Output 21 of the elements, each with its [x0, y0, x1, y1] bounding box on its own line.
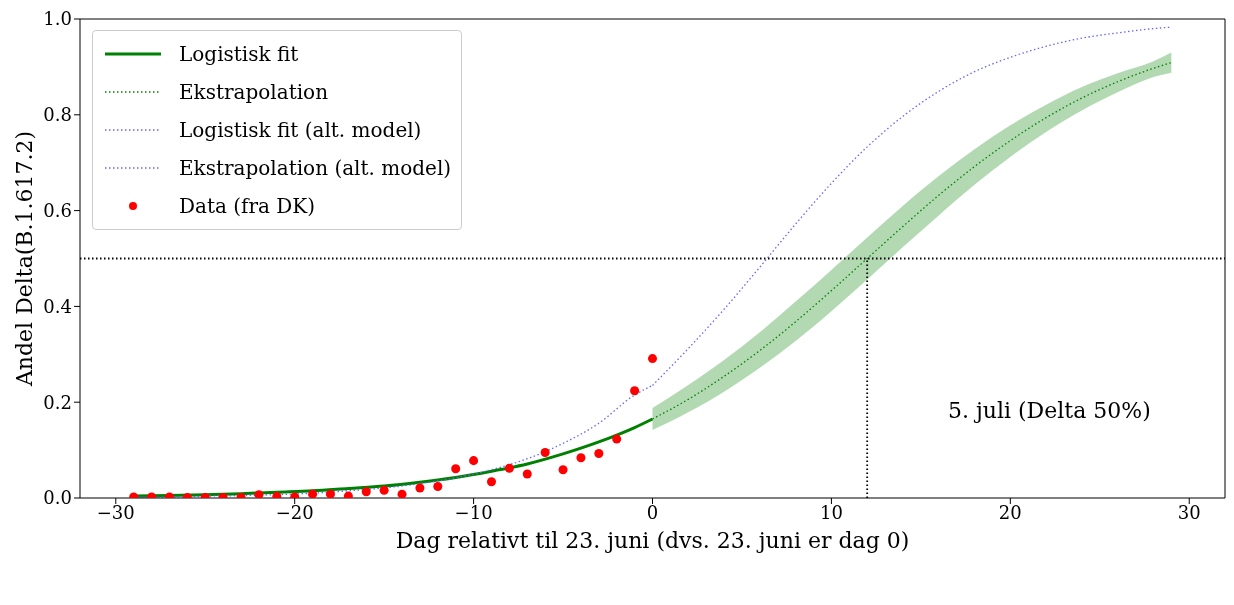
legend-label: Ekstrapolation (alt. model) [179, 156, 452, 180]
x-tick-label: −20 [275, 501, 314, 523]
legend-label: Ekstrapolation [179, 80, 329, 104]
y-tick-label: 0.6 [43, 199, 72, 221]
x-tick-label: 0 [646, 501, 659, 523]
x-axis-title: Dag relativt til 23. juni (dvs. 23. juni er dag 0) [395, 528, 910, 553]
y-tick-label: 0.2 [43, 391, 72, 413]
y-axis-title: Andel Delta(B.1.617.2) [11, 130, 37, 388]
x-tick-label: 20 [998, 501, 1022, 523]
legend-label: Logistisk fit [179, 42, 299, 66]
x-tick-label: 10 [819, 501, 843, 523]
annotation: 5. juli (Delta 50%) [948, 398, 1151, 423]
y-tick-label: 0.4 [43, 295, 72, 317]
y-tick-label: 0.8 [43, 104, 72, 126]
legend-label: Data (fra DK) [179, 194, 316, 218]
legend-label: Logistisk fit (alt. model) [179, 118, 422, 142]
y-tick-label: 0.0 [43, 487, 72, 509]
x-tick-label: −30 [96, 501, 135, 523]
x-tick-label: 30 [1177, 501, 1201, 523]
x-tick-label: −10 [454, 501, 493, 523]
y-tick-label: 1.0 [43, 8, 72, 30]
